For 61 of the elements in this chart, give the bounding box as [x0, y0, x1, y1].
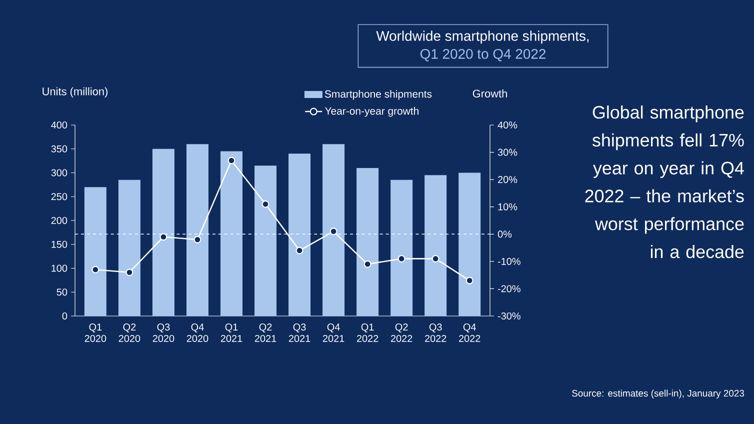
- x-tick-label: Q2 2021: [254, 324, 276, 342]
- y-axis-title: Units (million): [42, 87, 108, 98]
- point: [364, 260, 372, 268]
- source-note: Source: estimates (sell-in), January 2023: [572, 390, 744, 398]
- point: [398, 254, 406, 262]
- y-tick-label: 250: [51, 193, 68, 200]
- y-tick-label: 300: [51, 169, 68, 176]
- y2-tick-label: 10%: [498, 203, 518, 210]
- bar: [254, 166, 276, 316]
- y2-tick-label: 40%: [498, 121, 518, 129]
- bar: [322, 144, 345, 316]
- legend-label: Smartphone shipments: [324, 90, 432, 100]
- y2-tick-label: -20%: [498, 285, 520, 292]
- chart-subtitle: Q1 2020 to Q4 2022: [420, 48, 546, 62]
- point: [92, 266, 100, 274]
- x-tick-label: Q2 2022: [390, 324, 412, 342]
- x-tick-label: Q2 2020: [118, 324, 140, 342]
- text: Global smartphone shipments fell 17% year on year in Q4 2022 – the market’s worst performance in a decade: [585, 106, 744, 258]
- bar: [390, 180, 413, 316]
- point: [228, 156, 236, 164]
- y-tick-label: 400: [51, 121, 68, 129]
- y-tick-label: 0: [62, 312, 68, 320]
- point: [126, 268, 134, 276]
- y2-tick-label: -10%: [498, 258, 520, 265]
- point: [330, 228, 338, 236]
- x-tick-label: Q4 2021: [322, 324, 344, 342]
- x-tick-label: Q3 2020: [152, 324, 174, 342]
- y-tick-label: 50: [56, 288, 68, 296]
- bar: [424, 175, 447, 316]
- bar: [356, 168, 379, 316]
- y-tick-label: 100: [52, 264, 68, 272]
- bar: [458, 172, 481, 316]
- y-tick-label: 150: [52, 240, 68, 248]
- point: [296, 246, 304, 254]
- x-tick-label: Q1 2020: [84, 324, 106, 342]
- bar: [186, 144, 208, 316]
- x-tick-label: Q1 2021: [220, 324, 242, 342]
- x-tick-label: Q4 2022: [459, 324, 480, 342]
- legend-label: Year-on-year growth: [324, 107, 418, 117]
- y-tick-label: 350: [51, 145, 68, 152]
- point: [160, 233, 168, 241]
- chart-title: Worldwide smartphone shipments,: [376, 30, 589, 44]
- point: [466, 276, 474, 284]
- bar: [84, 187, 106, 316]
- point: [432, 254, 440, 262]
- y2-axis-title: Growth: [472, 89, 507, 98]
- bar: [288, 154, 311, 316]
- bar: [118, 180, 140, 316]
- y2-tick-label: 0%: [498, 230, 512, 238]
- y-tick-label: 200: [51, 216, 68, 224]
- x-tick-label: Q3 2021: [288, 324, 310, 342]
- point: [194, 236, 202, 244]
- point: [262, 200, 270, 208]
- y2-tick-label: -30%: [498, 312, 520, 320]
- x-tick-label: Q3 2022: [424, 324, 446, 342]
- bar: [152, 148, 174, 316]
- y2-tick-label: 20%: [498, 176, 518, 184]
- x-tick-label: Q4 2020: [186, 324, 208, 342]
- y2-tick-label: 30%: [498, 148, 518, 156]
- bar: [220, 151, 242, 316]
- x-tick-label: Q1 2022: [356, 324, 378, 342]
